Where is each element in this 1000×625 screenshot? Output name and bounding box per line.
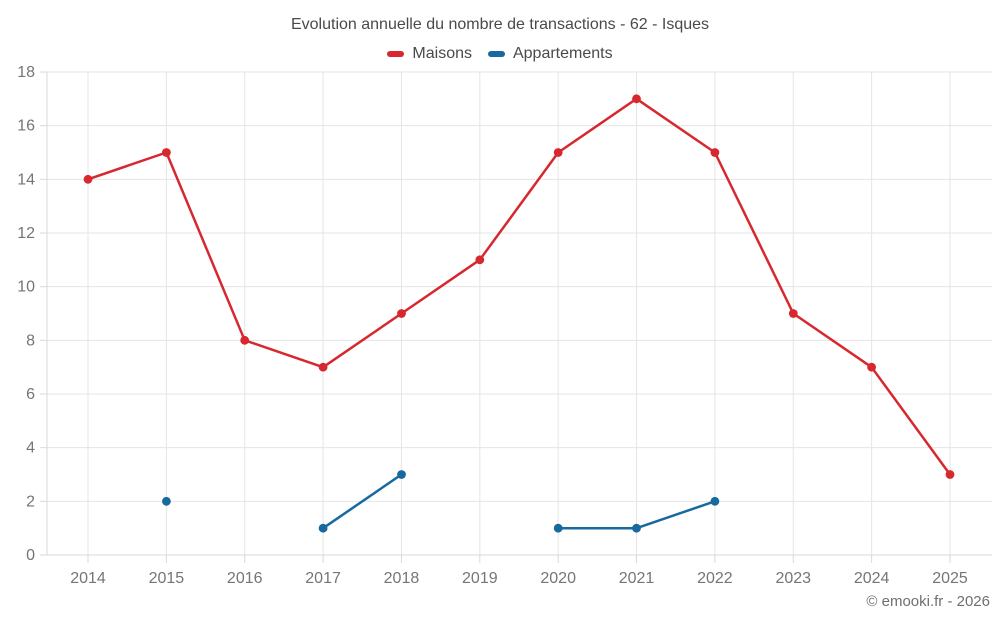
x-axis-label: 2020: [540, 570, 576, 587]
data-point-appartements-2021[interactable]: [632, 523, 641, 533]
y-axis-label: 8: [26, 332, 35, 349]
x-axis-label: 2015: [149, 570, 185, 587]
y-axis-label: 14: [17, 171, 35, 188]
x-axis-label: 2017: [305, 570, 341, 587]
data-point-appartements-2020[interactable]: [553, 523, 563, 533]
appartements-legend-marker: [487, 51, 505, 57]
y-axis-label: 6: [26, 386, 35, 403]
y-axis-label: 10: [17, 279, 35, 296]
appartements-legend-label: Appartements: [512, 45, 613, 62]
series-line-maisons: [86, 97, 952, 476]
data-point-maisons-2022[interactable]: [710, 148, 720, 157]
x-axis-label: 2021: [619, 570, 655, 587]
y-axis-label: 12: [17, 225, 35, 242]
x-axis-label: 2014: [70, 570, 106, 587]
data-point-maisons-2024[interactable]: [867, 362, 876, 372]
data-point-appartements-2018[interactable]: [397, 470, 406, 479]
copyright-notice: © emooki.fr - 2026: [866, 593, 990, 610]
data-point-maisons-2014[interactable]: [83, 174, 93, 184]
data-point-maisons-2015[interactable]: [162, 148, 171, 157]
x-axis-label: 2019: [462, 570, 498, 587]
data-point-appartements-2017[interactable]: [318, 523, 328, 533]
series-line-appartements: [321, 473, 403, 530]
y-axis-label: 18: [17, 64, 35, 81]
data-point-maisons-2017[interactable]: [318, 362, 328, 372]
data-point-maisons-2021[interactable]: [632, 94, 641, 104]
data-point-appartements-2015[interactable]: [162, 496, 171, 506]
x-axis-label: 2024: [854, 570, 890, 587]
data-point-maisons-2019[interactable]: [475, 255, 485, 265]
maisons-legend-marker: [387, 51, 405, 57]
x-axis-label: 2025: [932, 570, 968, 587]
maisons-legend-label: Maisons: [412, 45, 472, 62]
y-axis-label: 2: [26, 493, 35, 510]
y-axis-label: 4: [26, 440, 35, 457]
data-point-maisons-2016[interactable]: [240, 335, 250, 345]
data-point-maisons-2018[interactable]: [397, 309, 406, 318]
data-point-maisons-2025[interactable]: [945, 470, 955, 479]
chart-title: Evolution annuelle du nombre de transact…: [290, 16, 710, 33]
y-axis-label: 16: [17, 118, 35, 135]
data-point-maisons-2020[interactable]: [553, 148, 563, 157]
legend-item-appartements[interactable]: Appartements: [487, 45, 613, 63]
data-point-maisons-2023[interactable]: [788, 309, 798, 318]
chart-legend: Maisons Appartements: [0, 45, 1000, 63]
x-axis-label: 2018: [384, 570, 420, 587]
legend-item-maisons[interactable]: Maisons: [387, 45, 472, 63]
x-axis-label: 2016: [227, 570, 263, 587]
x-axis-label: 2023: [775, 570, 811, 587]
data-point-appartements-2022[interactable]: [710, 496, 720, 506]
y-axis-label: 0: [26, 547, 35, 564]
x-axis-label: 2022: [697, 570, 733, 587]
